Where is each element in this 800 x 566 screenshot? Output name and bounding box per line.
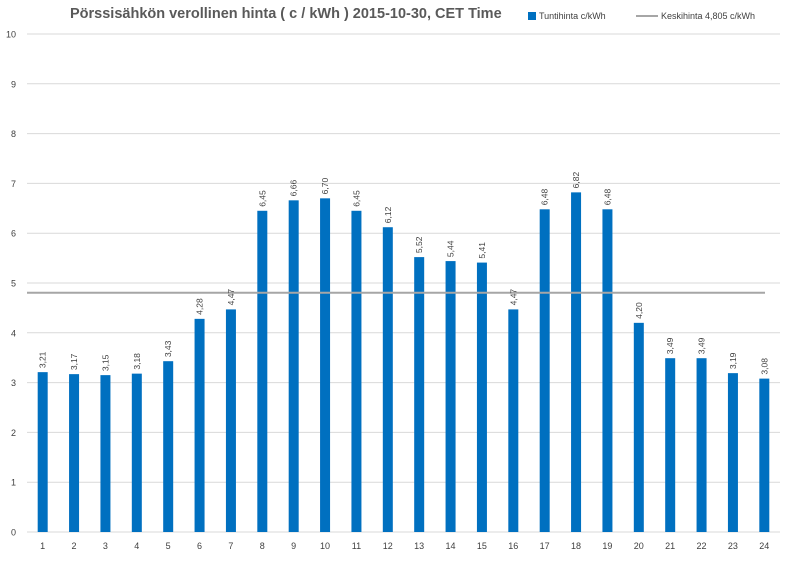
bar: [665, 358, 676, 532]
data-label: 5,41: [477, 242, 487, 259]
legend-label-average-price: Keskihinta 4,805 c/kWh: [661, 10, 756, 21]
bar: [414, 257, 425, 532]
bar: [727, 373, 738, 532]
data-label: 3,43: [163, 340, 173, 357]
bar: [194, 318, 205, 532]
y-tick-label: 7: [11, 179, 16, 189]
data-label: 3,19: [728, 352, 738, 369]
x-tick-label: 1: [40, 541, 45, 551]
x-tick-label: 3: [103, 541, 108, 551]
data-label: 3,21: [38, 351, 48, 368]
data-label: 6,66: [289, 180, 299, 197]
bar: [696, 358, 707, 532]
x-tick-label: 8: [260, 541, 265, 551]
x-tick-label: 9: [291, 541, 296, 551]
bar: [163, 361, 174, 532]
data-label: 4,47: [508, 289, 518, 306]
legend-label-hourly-price: Tuntihinta c/kWh: [539, 10, 606, 21]
y-tick-label: 2: [11, 428, 16, 438]
bar: [602, 209, 613, 532]
data-label: 3,49: [665, 337, 675, 354]
chart-title: Pörssisähkön verollinen hinta ( c / kWh …: [70, 6, 502, 22]
bar: [633, 322, 644, 532]
y-tick-label: 9: [11, 79, 16, 89]
data-label: 6,48: [602, 188, 612, 205]
y-tick-label: 5: [11, 279, 16, 289]
x-tick-label: 20: [634, 541, 644, 551]
x-axis-ticks: 1 2 3 4 5 6 7 8 9 10 11 12 13 14 15 16 17 18 19 20 21 22 23 24: [40, 541, 769, 551]
data-label: 5,44: [446, 240, 456, 257]
bar: [539, 209, 550, 532]
data-labels: 3,21 3,17 3,15 3,18 3,43 4,28 4,47 6,45 6,66 6,70…: [38, 172, 770, 375]
data-label: 3,49: [697, 337, 707, 354]
gridlines: [27, 33, 780, 533]
x-tick-label: 12: [383, 541, 393, 551]
x-tick-label: 11: [352, 541, 361, 551]
data-label: 6,12: [383, 206, 393, 223]
legend-item-hourly-price: Tuntihinta c/kWh: [528, 10, 606, 21]
bar: [476, 262, 487, 532]
x-tick-label: 2: [72, 541, 77, 551]
data-label: 4,28: [195, 298, 205, 315]
y-tick-label: 0: [11, 528, 16, 538]
bar: [225, 309, 236, 532]
x-tick-label: 19: [602, 541, 612, 551]
bars: [37, 192, 770, 533]
data-label: 5,52: [414, 236, 424, 253]
bar: [382, 227, 393, 532]
data-label: 6,45: [351, 190, 361, 207]
bar: [351, 210, 362, 533]
data-label: 6,70: [320, 178, 330, 195]
x-tick-label: 7: [228, 541, 233, 551]
bar: [100, 375, 111, 532]
bar: [759, 378, 770, 532]
bar: [571, 192, 582, 532]
x-tick-label: 15: [477, 541, 487, 551]
x-tick-label: 5: [166, 541, 171, 551]
x-tick-label: 17: [540, 541, 550, 551]
bar: [320, 198, 331, 532]
x-tick-label: 14: [446, 541, 456, 551]
bar: [508, 309, 519, 532]
x-tick-label: 16: [508, 541, 518, 551]
x-tick-label: 6: [197, 541, 202, 551]
bar: [445, 261, 456, 532]
data-label: 3,17: [69, 353, 79, 370]
x-tick-label: 13: [414, 541, 424, 551]
y-tick-label: 8: [11, 129, 16, 139]
y-tick-label: 3: [11, 378, 16, 388]
y-tick-label: 4: [11, 328, 16, 338]
y-tick-label: 10: [6, 30, 16, 40]
data-label: 6,48: [540, 188, 550, 205]
data-label: 3,08: [759, 358, 769, 375]
data-label: 4,20: [634, 302, 644, 319]
x-tick-label: 23: [728, 541, 738, 551]
bar: [69, 374, 80, 532]
data-label: 4,47: [226, 289, 236, 306]
legend-swatch-bar: [528, 11, 536, 20]
y-tick-label: 6: [11, 229, 16, 239]
bar: [37, 372, 48, 532]
bar: [257, 210, 268, 533]
data-label: 3,15: [100, 354, 110, 371]
legend-item-average-price: Keskihinta 4,805 c/kWh: [636, 10, 755, 21]
y-tick-label: 1: [11, 478, 16, 488]
data-label: 3,18: [132, 353, 142, 370]
legend-swatch-line: [636, 14, 658, 17]
x-tick-label: 21: [665, 541, 675, 551]
x-tick-label: 22: [697, 541, 707, 551]
x-tick-label: 18: [571, 541, 581, 551]
y-axis-ticks: 0 1 2 3 4 5 6 7 8 9 10: [6, 30, 16, 538]
data-label: 6,45: [257, 190, 267, 207]
x-tick-label: 24: [759, 541, 769, 551]
data-label: 6,82: [571, 172, 581, 189]
bar: [288, 200, 299, 532]
x-tick-label: 4: [134, 541, 139, 551]
x-tick-label: 10: [320, 541, 330, 551]
bar: [131, 373, 142, 532]
